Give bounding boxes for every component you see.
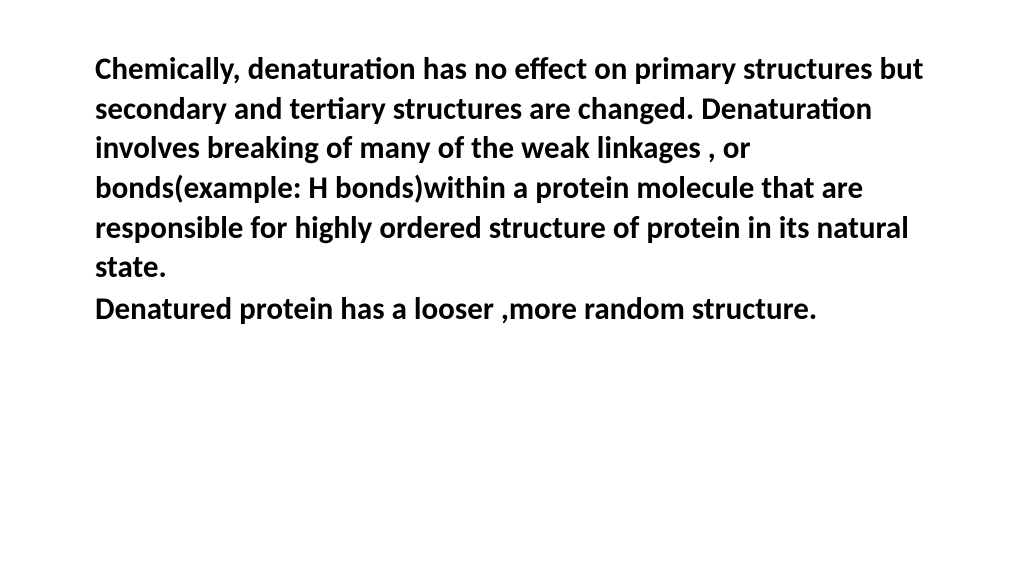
- paragraph-1: Chemically, denaturation has no effect o…: [95, 50, 944, 288]
- paragraph-2: Denatured protein has a looser ,more ran…: [95, 290, 944, 330]
- slide-body: Chemically, denaturation has no effect o…: [95, 50, 944, 330]
